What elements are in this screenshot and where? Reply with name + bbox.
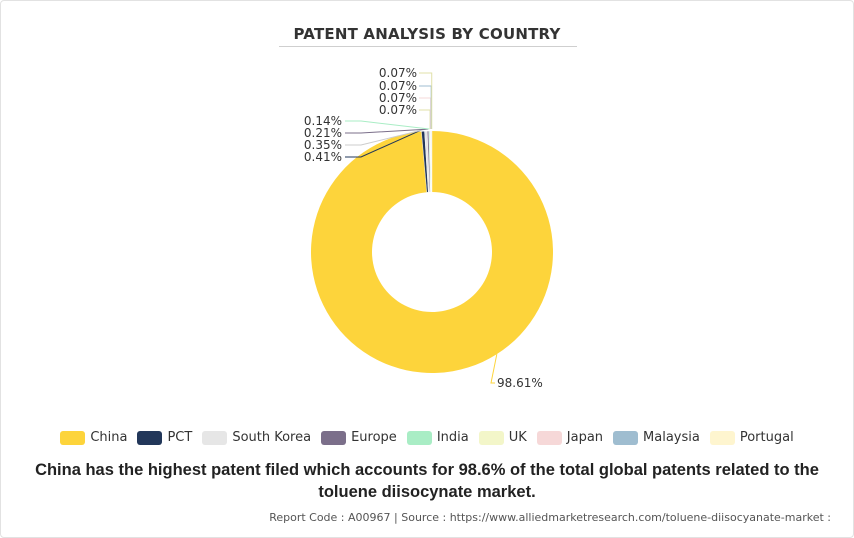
data-label-japan: 0.07% — [379, 91, 432, 130]
data-label-china: 98.61% — [490, 354, 543, 390]
data-label-portugal: 0.07% — [379, 66, 433, 130]
legend-label: UK — [508, 430, 527, 445]
donut-chart: 98.61%0.41%0.35%0.21%0.14%0.07%0.07%0.07… — [304, 66, 553, 390]
legend-swatch — [536, 430, 562, 445]
legend-swatch — [60, 430, 86, 445]
legend-label: Malaysia — [643, 430, 700, 445]
chart-title: PATENT ANALYSIS BY COUNTRY — [293, 25, 561, 43]
data-label-india: 0.14% — [304, 114, 430, 130]
chart-legend: China PCT South Korea Europe India UK Japan Mal… — [1, 430, 853, 445]
slice-china[interactable] — [310, 131, 553, 374]
legend-item-portugal[interactable]: Portugal — [709, 430, 794, 445]
svg-text:0.07%: 0.07% — [379, 79, 417, 93]
svg-text:0.07%: 0.07% — [379, 66, 417, 80]
svg-text:0.14%: 0.14% — [304, 114, 342, 128]
data-label-malaysia: 0.07% — [379, 79, 432, 130]
legend-swatch — [613, 430, 639, 445]
legend-label: Japan — [566, 430, 604, 445]
svg-text:0.21%: 0.21% — [304, 126, 342, 140]
data-label-pct: 0.41% — [304, 128, 424, 164]
legend-label: India — [436, 430, 469, 445]
svg-text:98.61%: 98.61% — [497, 376, 543, 390]
legend-swatch — [202, 430, 228, 445]
legend-item-japan[interactable]: Japan — [536, 430, 604, 445]
slice-portugal[interactable] — [431, 130, 433, 193]
svg-text:0.41%: 0.41% — [304, 150, 342, 164]
title-underline — [279, 46, 577, 47]
chart-caption: China has the highest patent filed which… — [35, 461, 819, 501]
data-label-uk: 0.07% — [379, 103, 431, 130]
legend-item-uk[interactable]: UK — [478, 430, 527, 445]
svg-text:0.35%: 0.35% — [304, 138, 342, 152]
legend-swatch — [478, 430, 504, 445]
legend-label: China — [90, 430, 128, 445]
legend-swatch — [406, 430, 432, 445]
legend-item-south-korea[interactable]: South Korea — [202, 430, 311, 445]
legend-swatch — [137, 430, 163, 445]
legend-item-pct[interactable]: PCT — [137, 430, 192, 445]
legend-item-malaysia[interactable]: Malaysia — [613, 430, 700, 445]
legend-label: PCT — [167, 430, 193, 445]
legend-item-india[interactable]: India — [406, 430, 469, 445]
svg-text:0.07%: 0.07% — [379, 103, 417, 117]
report-footer: Report Code : A00967 | Source : https://… — [269, 511, 831, 524]
legend-item-china[interactable]: China — [60, 430, 127, 445]
legend-label: South Korea — [232, 430, 312, 445]
svg-text:0.07%: 0.07% — [379, 91, 417, 105]
data-label-south-korea: 0.35% — [304, 128, 426, 152]
data-label-europe: 0.21% — [304, 126, 428, 140]
legend-label: Portugal — [739, 430, 794, 445]
legend-swatch — [321, 430, 347, 445]
legend-item-europe[interactable]: Europe — [321, 430, 397, 445]
legend-label: Europe — [351, 430, 397, 445]
legend-swatch — [709, 430, 735, 445]
